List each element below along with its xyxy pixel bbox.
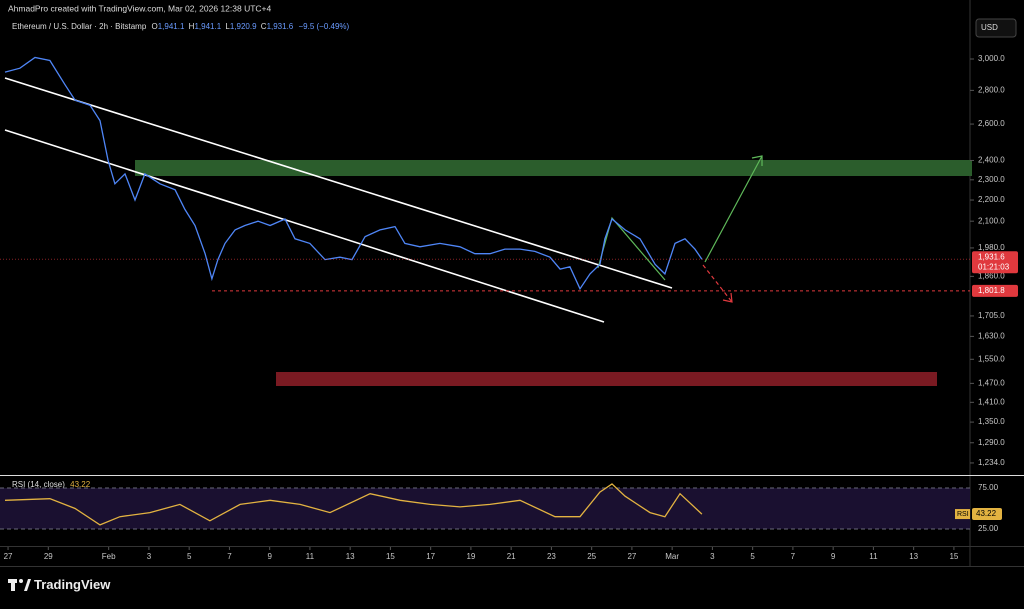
x-tick-label: Mar [665, 552, 679, 561]
support-zone [276, 372, 937, 386]
y-tick-label: 1,630.0 [978, 331, 1005, 340]
level-box [972, 284, 1018, 297]
y-tick-label: 2,300.0 [978, 175, 1005, 184]
logo-mark [24, 579, 31, 591]
rsi-tick-label: 75.00 [978, 483, 999, 492]
x-tick-label: 11 [869, 552, 878, 561]
price-line [4, 56, 703, 291]
rsi-line [4, 483, 703, 526]
brand: TradingView [34, 577, 111, 592]
y-tick-label: 1,410.0 [978, 397, 1005, 406]
x-tick-label: 3 [147, 552, 152, 561]
ohlc-key: O [152, 22, 158, 31]
x-tick-label: 13 [909, 552, 918, 561]
rsi-value: 43.22 [70, 480, 91, 489]
x-tick-label: Feb [102, 552, 116, 561]
x-tick-label: 23 [547, 552, 556, 561]
rsi-axis-box [955, 509, 970, 520]
y-tick-label: 1,860.0 [978, 271, 1005, 280]
x-tick-label: 21 [507, 552, 516, 561]
currency-button[interactable] [975, 18, 1017, 38]
logo-mark [8, 579, 17, 583]
x-tick-label: 5 [187, 552, 192, 561]
x-tick-label: 7 [227, 552, 232, 561]
x-tick-label: 27 [627, 552, 636, 561]
bear-arrow [702, 264, 733, 303]
y-tick-label: 3,000.0 [978, 54, 1005, 63]
ohlc-value: 1,941.1 [194, 22, 221, 31]
rsi-title: RSI (14, close) [12, 480, 65, 489]
y-tick-label: 1,550.0 [978, 354, 1005, 363]
ohlc-value: 1,931.6 [267, 22, 294, 31]
y-tick-label: 2,400.0 [978, 156, 1005, 165]
x-tick-label: 7 [791, 552, 796, 561]
legend: Ethereum / U.S. Dollar · 2h · Bitstamp O… [12, 22, 350, 31]
logo: TradingView [8, 577, 111, 592]
x-tick-label: 25 [587, 552, 596, 561]
y-tick-label: 1,290.0 [978, 438, 1005, 447]
bull-arrow [704, 155, 763, 263]
rsi-value-label: 43.22 [976, 509, 997, 518]
logo-mark [19, 579, 23, 583]
y-tick-label: 1,980.0 [978, 243, 1005, 252]
level-label: 1,801.8 [978, 286, 1005, 295]
y-tick-label: 1,234.0 [978, 458, 1005, 467]
y-tick-label: 1,350.0 [978, 417, 1005, 426]
x-tick-label: 11 [306, 552, 315, 561]
resistance-zone [135, 160, 972, 176]
x-tick-label: 17 [426, 552, 435, 561]
x-tick-label: 27 [4, 552, 13, 561]
x-tick-label: 15 [949, 552, 958, 561]
y-tick-label: 2,600.0 [978, 119, 1005, 128]
rsi-tick-label: 25.00 [978, 524, 999, 533]
symbol: Ethereum / U.S. Dollar · 2h · Bitstamp [12, 22, 147, 31]
x-tick-label: 13 [346, 552, 355, 561]
trendline [4, 77, 673, 289]
rsi-value-box [972, 508, 1002, 521]
x-tick-label: 3 [710, 552, 715, 561]
x-tick-label: 9 [267, 552, 272, 561]
y-tick-label: 2,100.0 [978, 216, 1005, 225]
countdown: 01:21:03 [978, 262, 1010, 271]
x-tick-label: 19 [466, 552, 475, 561]
trendline [4, 129, 605, 323]
logo-mark [11, 583, 15, 591]
change: −9.5 (−0.49%) [299, 22, 350, 31]
credit: AhmadPro created with TradingView.com, M… [8, 3, 272, 13]
arrow-head [751, 155, 763, 166]
currency[interactable]: USD [981, 23, 998, 32]
y-tick-label: 1,705.0 [978, 311, 1005, 320]
rsi-axis-label: RSI [957, 511, 969, 518]
x-tick-label: 29 [44, 552, 53, 561]
ohlc-value: 1,941.1 [158, 22, 185, 31]
x-tick-label: 15 [386, 552, 395, 561]
arrow-head [722, 292, 733, 303]
last-price-label: 1,931.6 [978, 252, 1005, 261]
ohlc-key: H [189, 22, 195, 31]
ohlc-key: L [225, 22, 230, 31]
x-tick-label: 9 [831, 552, 836, 561]
rsi-band [0, 487, 970, 530]
ohlc-value: 1,920.9 [230, 22, 257, 31]
y-tick-label: 2,200.0 [978, 195, 1005, 204]
rsi-legend: RSI (14, close) 43.22 [12, 480, 91, 489]
ohlc-key: C [261, 22, 267, 31]
y-tick-label: 1,470.0 [978, 378, 1005, 387]
last-price-box [972, 251, 1018, 274]
y-tick-label: 2,800.0 [978, 85, 1005, 94]
x-tick-label: 5 [750, 552, 755, 561]
